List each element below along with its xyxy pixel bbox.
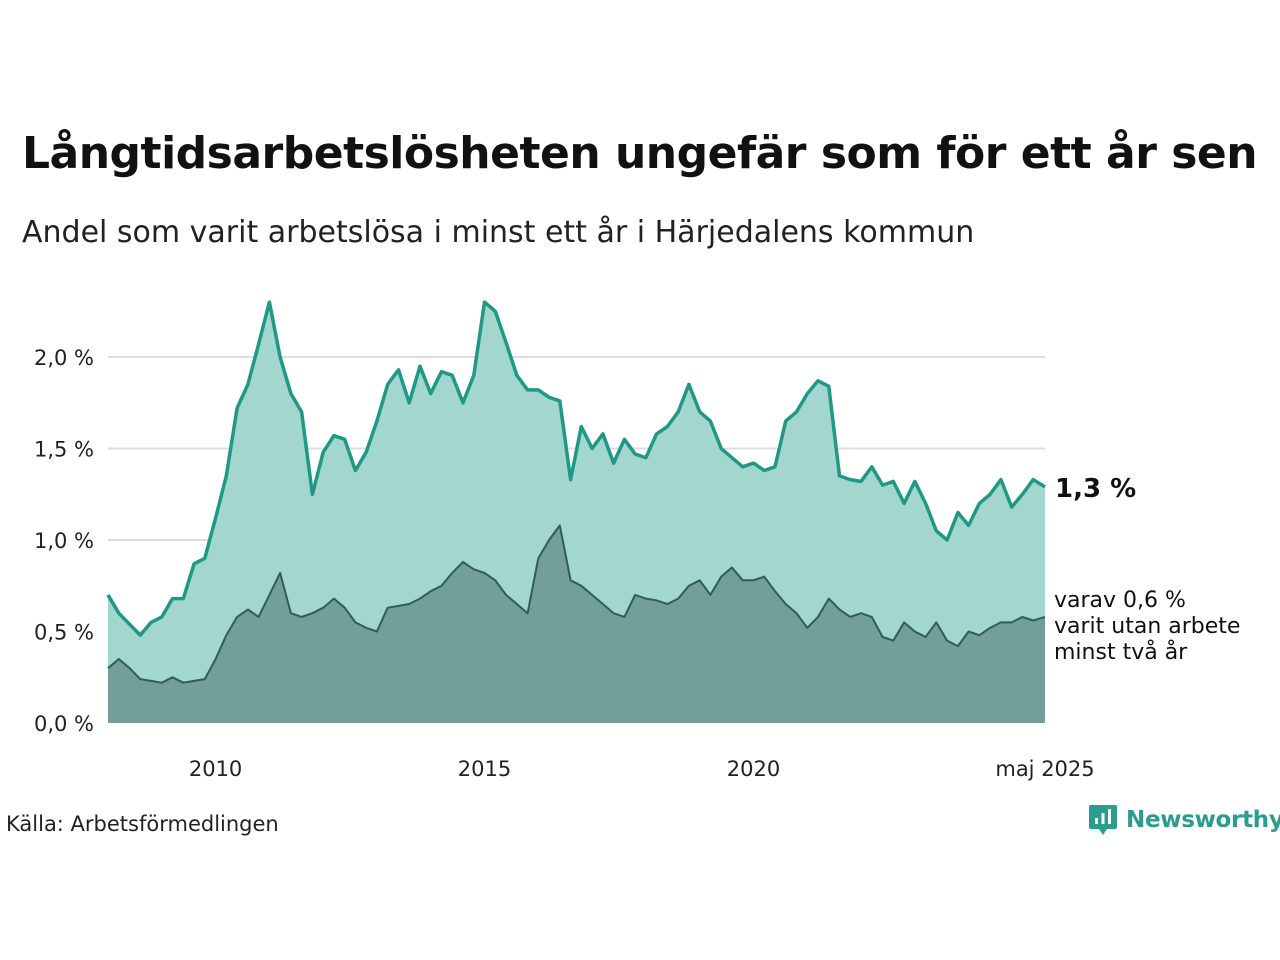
x-tick-label: maj 2025 [995,757,1094,781]
y-tick-label: 0,0 % [34,712,94,736]
x-tick-label: 2015 [458,757,511,781]
x-tick-label: 2020 [727,757,780,781]
line-main [106,300,1046,637]
area-sub [108,525,1045,723]
source-note: Källa: Arbetsförmedlingen [6,812,279,836]
y-tick-label: 2,0 % [34,346,94,370]
y-tick-label: 0,5 % [34,621,94,645]
y-tick-label: 1,0 % [34,529,94,553]
chart-areas [108,302,1045,723]
x-axis: 2010 2015 2020 maj 2025 [189,757,1095,781]
y-axis: 0,0 % 0,5 % 1,0 % 1,5 % 2,0 % [34,346,94,736]
brand-logo[interactable]: Newsworthy [1088,803,1280,837]
sub-series-label-line: varit utan arbete [1054,614,1240,639]
y-tick-label: 1,5 % [34,438,94,462]
chart-lines [106,300,1046,684]
sub-series-label-line: varav 0,6 % [1054,588,1186,613]
sub-series-label-line: minst två år [1054,639,1188,665]
line-sub [107,524,1046,684]
chart-subtitle: Andel som varit arbetslösa i minst ett å… [22,215,975,250]
newsworthy-logo-icon [1089,805,1117,835]
x-tick-label: 2010 [189,757,242,781]
brand-name: Newsworthy [1126,807,1280,833]
end-value-label: 1,3 % [1055,474,1136,504]
chart-title: Långtidsarbetslösheten ungefär som för e… [22,128,1258,179]
